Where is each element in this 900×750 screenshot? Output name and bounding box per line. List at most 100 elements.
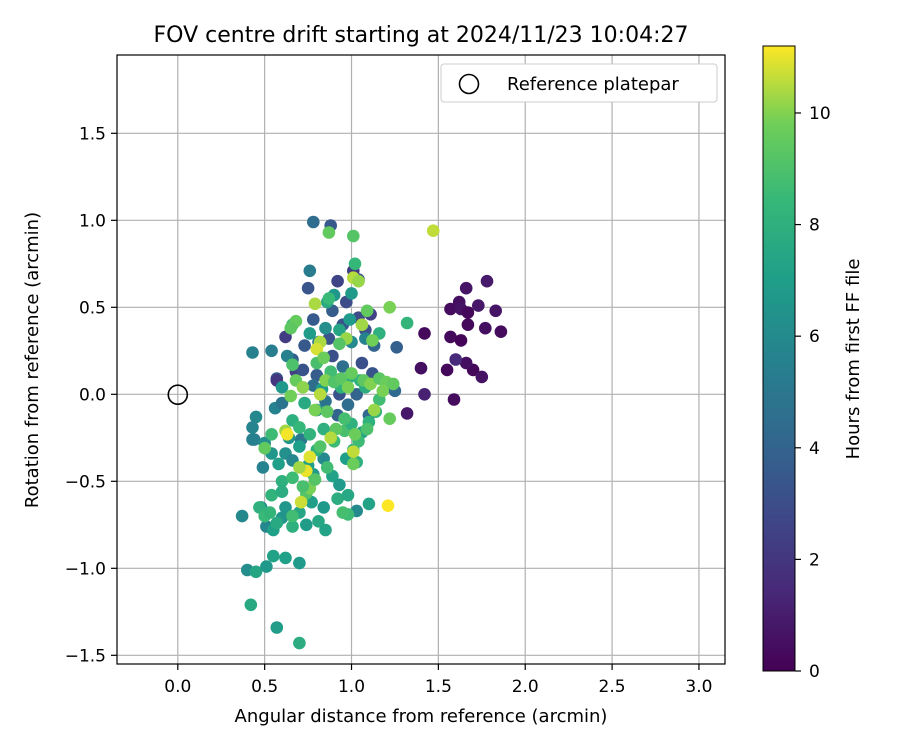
data-point (494, 325, 508, 339)
data-point (313, 388, 327, 401)
data-point (313, 440, 327, 453)
data-point (331, 492, 344, 506)
data-point (333, 478, 346, 492)
x-tick-label: 3.0 (685, 677, 712, 697)
data-point (300, 518, 313, 532)
data-point (279, 551, 292, 565)
data-point (352, 274, 365, 288)
data-point (275, 475, 289, 488)
data-point (324, 431, 338, 445)
x-tick-label: 1.5 (425, 677, 452, 697)
data-point (280, 428, 294, 441)
data-point (265, 488, 278, 502)
data-point (355, 318, 369, 332)
y-tick-label: 1.0 (79, 211, 106, 231)
data-point (296, 480, 310, 493)
data-point (376, 384, 390, 398)
data-point (303, 428, 317, 441)
colorbar-tick-label: 6 (809, 327, 820, 347)
data-point (286, 358, 299, 372)
data-point (319, 523, 332, 537)
data-point (444, 302, 457, 316)
data-point (440, 363, 454, 377)
data-point (310, 342, 324, 356)
data-point (249, 410, 263, 424)
data-point (307, 313, 320, 326)
data-point (400, 316, 414, 330)
data-point (320, 405, 334, 419)
data-point (461, 318, 475, 332)
data-point (294, 495, 308, 509)
plot-frame (116, 54, 726, 665)
data-point (279, 501, 292, 514)
data-point (293, 636, 306, 650)
y-tick-label: 0.0 (79, 385, 106, 405)
legend-marker-icon (458, 73, 480, 95)
data-point (347, 445, 360, 459)
y-axis-label: Rotation from reference (arcmin) (22, 212, 43, 508)
colorbar-tick-label: 2 (809, 550, 820, 570)
data-point (454, 334, 468, 347)
data-point (301, 281, 315, 295)
data-point (362, 497, 376, 511)
y-tick-label: −0.5 (65, 472, 106, 492)
data-point (383, 301, 397, 314)
colorbar-tick-label: 10 (809, 104, 831, 124)
data-point (348, 257, 362, 271)
colorbar (762, 45, 796, 672)
data-point (348, 428, 362, 441)
x-axis-ticks: 0.0 0.5 1.0 1.5 2.0 2.5 3.0 (164, 664, 712, 697)
data-point (320, 461, 334, 474)
data-point (270, 516, 284, 530)
data-point (265, 344, 278, 358)
colorbar-tick-label: 8 (809, 216, 820, 236)
data-point (235, 509, 249, 523)
data-point (333, 323, 346, 337)
colorbar-ticks: 0 2 4 6 8 10 (795, 104, 831, 682)
data-point (461, 306, 475, 319)
data-point (293, 461, 306, 474)
data-point (331, 274, 344, 288)
y-axis-ticks: −1.5 −1.0 −0.5 0.0 0.5 1.0 1.5 (65, 124, 117, 666)
data-point (341, 488, 355, 502)
data-point (296, 381, 310, 394)
data-point (338, 412, 351, 426)
data-point (426, 224, 440, 237)
data-point (249, 565, 263, 579)
data-point (472, 299, 485, 312)
data-point (489, 304, 503, 318)
data-point (360, 422, 374, 436)
data-point (341, 398, 355, 412)
data-point (345, 287, 358, 300)
data-point (246, 421, 259, 434)
data-point (343, 313, 357, 326)
data-point (317, 422, 331, 436)
data-point (308, 403, 322, 417)
data-point (322, 292, 336, 305)
data-point (333, 337, 346, 351)
data-point (298, 396, 311, 410)
data-point (303, 264, 317, 278)
data-point (381, 499, 395, 512)
data-point (447, 393, 461, 406)
data-point (260, 560, 273, 573)
x-axis-label: Angular distance from reference (arcmin) (235, 706, 608, 727)
data-point (355, 356, 369, 370)
data-point (414, 361, 428, 375)
data-point (367, 403, 381, 417)
data-point (418, 327, 431, 340)
data-point (479, 321, 492, 335)
data-point (459, 356, 473, 370)
data-point (286, 509, 299, 523)
data-point (293, 421, 306, 434)
data-point (345, 367, 358, 380)
legend-box (440, 63, 718, 103)
data-point (263, 506, 277, 519)
chart-title: FOV centre drift starting at 2024/11/23 … (154, 23, 689, 48)
data-point (286, 471, 299, 485)
data-point (258, 441, 272, 455)
legend-entry-label: Reference platepar (507, 74, 679, 95)
y-tick-label: 1.5 (79, 124, 106, 144)
data-point (296, 363, 310, 377)
data-point (308, 473, 322, 486)
